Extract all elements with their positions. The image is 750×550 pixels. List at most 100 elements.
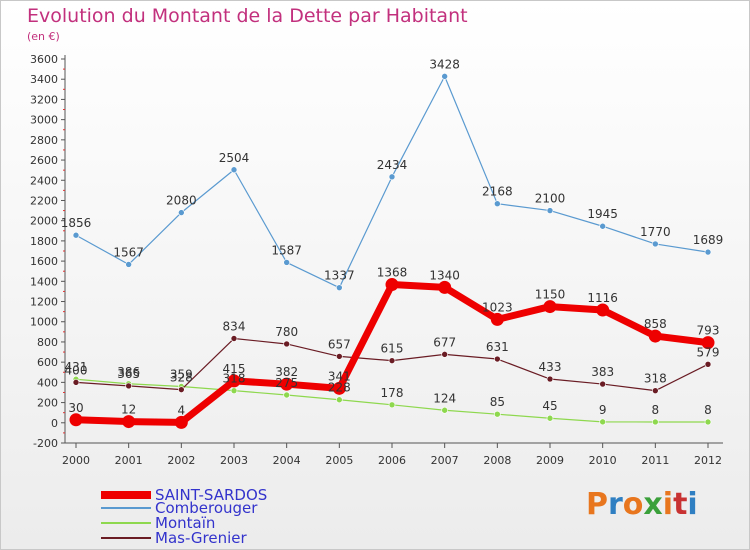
data-label: 30: [68, 401, 83, 415]
x-tick-label: 2000: [62, 454, 90, 467]
data-label: 275: [275, 376, 298, 390]
y-tick-label: 1400: [30, 275, 58, 288]
data-point: [69, 413, 83, 427]
data-label: 1340: [429, 268, 460, 282]
logo-letter: o: [622, 487, 644, 522]
x-tick-label: 2010: [589, 454, 617, 467]
data-label: 124: [433, 391, 456, 405]
logo-letter: x: [643, 487, 663, 522]
y-tick-label: 1600: [30, 255, 58, 268]
x-tick-label: 2005: [325, 454, 353, 467]
data-label: 178: [381, 386, 404, 400]
data-label: 8: [652, 403, 660, 417]
data-label: 45: [542, 399, 557, 413]
legend-swatch: [101, 537, 151, 539]
data-label: 1689: [693, 233, 724, 247]
y-tick-label: 2000: [30, 215, 58, 228]
data-point: [704, 360, 712, 368]
y-tick-label: 600: [37, 356, 58, 369]
data-label: 400: [65, 363, 88, 377]
y-tick-label: 3200: [30, 93, 58, 106]
data-point: [704, 418, 712, 426]
legend-item-saint-sardos: SAINT-SARDOS: [101, 486, 268, 504]
x-tick-label: 2004: [273, 454, 301, 467]
data-label: 657: [328, 337, 351, 351]
logo-letter: t: [673, 487, 688, 522]
data-label: 858: [644, 317, 667, 331]
y-tick-label: 3400: [30, 73, 58, 86]
data-point: [230, 166, 238, 174]
legend-label: Mas-Grenier: [155, 529, 247, 547]
data-point: [490, 312, 504, 326]
y-tick-label: 3600: [30, 53, 58, 66]
data-label: 1116: [587, 291, 618, 305]
y-tick-label: 2800: [30, 134, 58, 147]
data-point: [596, 303, 610, 317]
x-tick-label: 2012: [694, 454, 722, 467]
data-point: [230, 387, 238, 394]
logo-letter: i: [662, 487, 674, 522]
data-point: [336, 396, 343, 404]
data-point: [336, 284, 343, 291]
data-label: 382: [275, 365, 298, 379]
data-point: [546, 375, 554, 383]
data-point: [385, 278, 399, 292]
data-point: [494, 410, 501, 418]
data-point: [701, 336, 715, 350]
x-tick-label: 2007: [431, 454, 459, 467]
legend-item-montain: Montaïn: [101, 516, 215, 531]
data-point: [72, 231, 80, 239]
data-label: 318: [644, 372, 667, 386]
data-label: 415: [223, 362, 246, 376]
y-tick-label: 800: [37, 336, 58, 349]
data-label: 1337: [324, 269, 355, 283]
data-label: 12: [121, 403, 136, 417]
y-tick-label: 1200: [30, 296, 58, 309]
data-label: 383: [591, 365, 614, 379]
data-label: 615: [381, 342, 404, 356]
x-tick-label: 2001: [115, 454, 143, 467]
data-point: [227, 374, 241, 388]
data-label: 318: [223, 372, 246, 386]
data-point: [178, 209, 185, 216]
logo-letter: P: [586, 487, 608, 522]
y-tick-label: 2600: [30, 154, 58, 167]
x-tick-label: 2006: [378, 454, 406, 467]
data-point: [652, 387, 659, 394]
data-point: [72, 379, 80, 386]
data-label: 1368: [377, 266, 408, 280]
data-label: 2504: [219, 151, 250, 165]
data-label: 431: [65, 360, 88, 374]
data-point: [174, 415, 188, 429]
data-label: 85: [490, 395, 505, 409]
data-point: [388, 173, 396, 181]
data-point: [441, 73, 448, 80]
data-point: [283, 259, 290, 266]
y-tick-label: 400: [37, 376, 58, 389]
data-label: 677: [433, 335, 456, 349]
data-point: [280, 377, 294, 391]
legend-swatch: [101, 491, 151, 499]
data-point: [122, 415, 136, 429]
data-label: 1150: [535, 288, 566, 302]
data-point: [125, 382, 132, 390]
data-point: [230, 335, 238, 342]
data-point: [543, 300, 557, 314]
data-label: 1023: [482, 300, 513, 314]
data-point: [283, 340, 290, 348]
data-label: 359: [170, 368, 193, 382]
y-tick-label: 2200: [30, 194, 58, 207]
chart-subtitle: (en €): [27, 30, 60, 43]
data-point: [283, 391, 290, 399]
data-label: 2100: [535, 192, 566, 206]
legend-label: SAINT-SARDOS: [155, 486, 268, 504]
chart-title: Evolution du Montant de la Dette par Hab…: [27, 5, 468, 27]
data-point: [494, 200, 501, 208]
data-label: 1587: [271, 243, 302, 257]
data-point: [648, 329, 662, 343]
data-label: 1770: [640, 225, 671, 239]
data-point: [388, 401, 396, 409]
data-label: 433: [539, 360, 562, 374]
